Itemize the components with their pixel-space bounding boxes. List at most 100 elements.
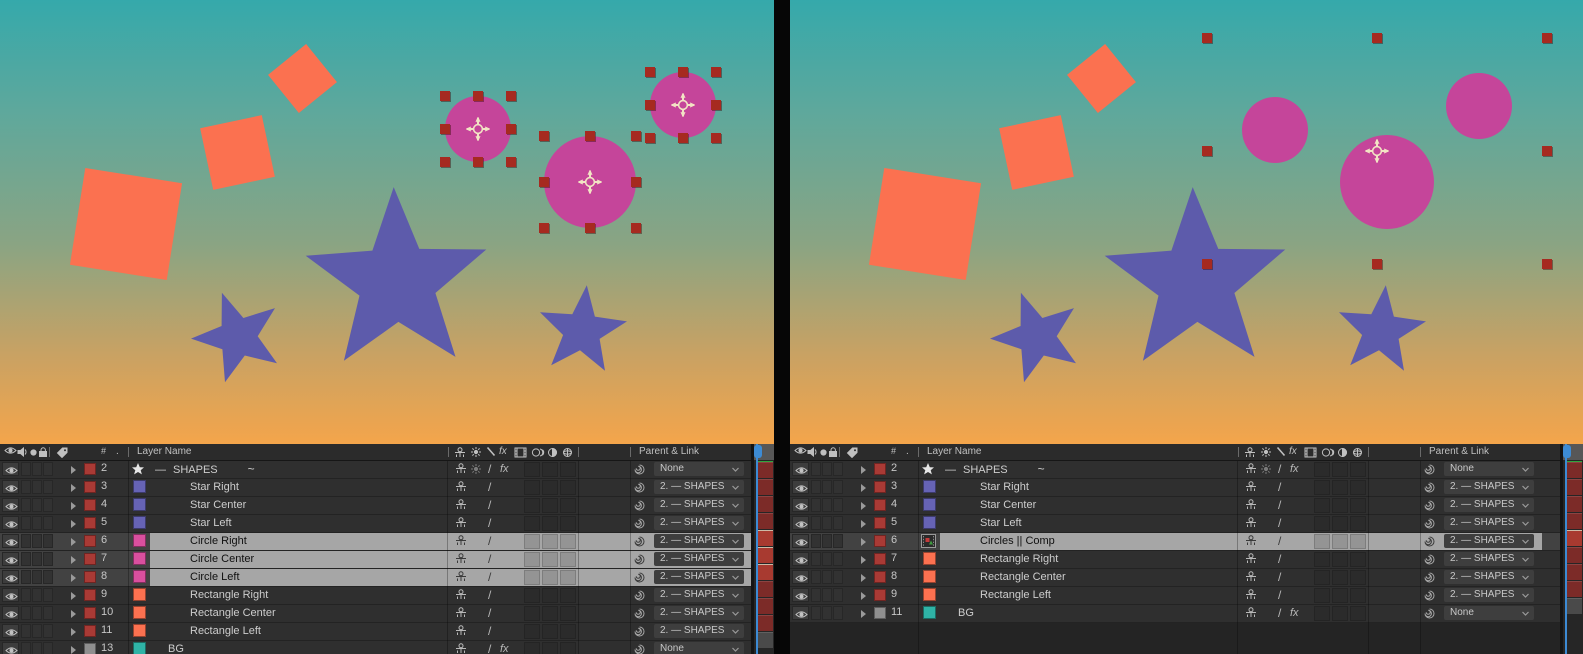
twirl-arrow[interactable] bbox=[861, 538, 866, 546]
audio-toggle-cell[interactable] bbox=[811, 498, 821, 512]
frame-blend-cell[interactable] bbox=[524, 570, 540, 585]
visibility-eye-toggle[interactable] bbox=[792, 552, 809, 566]
layer-label-swatch[interactable] bbox=[874, 607, 886, 619]
quality-switch[interactable]: / bbox=[1278, 570, 1282, 584]
star-shape[interactable] bbox=[1104, 187, 1286, 361]
layer-label-swatch[interactable] bbox=[84, 481, 96, 493]
parent-link-dropdown[interactable]: None bbox=[654, 642, 744, 654]
layer-name[interactable]: Circles || Comp bbox=[980, 535, 1055, 547]
layer-row[interactable]: 4 Star Center / 2. — SHAPES bbox=[790, 497, 1583, 515]
layer-name[interactable]: Rectangle Left bbox=[190, 625, 261, 637]
shy-switch[interactable] bbox=[454, 571, 468, 582]
twirl-arrow[interactable] bbox=[71, 556, 76, 564]
layer-duration-bar[interactable] bbox=[757, 564, 773, 580]
threed-cell[interactable] bbox=[1350, 498, 1366, 513]
visibility-eye-toggle[interactable] bbox=[2, 552, 19, 566]
threed-cell[interactable] bbox=[560, 570, 576, 585]
shy-switch[interactable] bbox=[1244, 463, 1258, 474]
visibility-eye-toggle[interactable] bbox=[792, 534, 809, 548]
motion-blur-cell[interactable] bbox=[1332, 552, 1348, 567]
pickwhip-icon-wrap[interactable] bbox=[1423, 553, 1436, 566]
parent-link-dropdown[interactable]: 2. — SHAPES bbox=[1444, 570, 1534, 584]
lock-toggle-cell[interactable] bbox=[43, 606, 53, 620]
selection-handle[interactable] bbox=[1202, 33, 1212, 43]
shy-switch[interactable] bbox=[1244, 481, 1258, 492]
lock-toggle-cell[interactable] bbox=[833, 534, 843, 548]
pickwhip-icon[interactable] bbox=[1423, 517, 1436, 530]
selection-handle[interactable] bbox=[1372, 259, 1382, 269]
pickwhip-icon[interactable] bbox=[633, 571, 646, 584]
layer-color-chip[interactable] bbox=[923, 588, 936, 601]
layer-duration-bar[interactable] bbox=[757, 496, 773, 512]
visibility-eye-toggle[interactable] bbox=[792, 462, 809, 476]
audio-toggle-cell[interactable] bbox=[21, 534, 31, 548]
solo-toggle-cell[interactable] bbox=[32, 462, 42, 476]
layer-label-swatch[interactable] bbox=[84, 463, 96, 475]
pickwhip-icon[interactable] bbox=[1423, 535, 1436, 548]
pickwhip-icon-wrap[interactable] bbox=[633, 643, 646, 654]
motion-blur-cell[interactable] bbox=[1332, 462, 1348, 477]
selection-handle[interactable] bbox=[631, 223, 641, 233]
solo-toggle-cell[interactable] bbox=[32, 606, 42, 620]
solo-toggle-cell[interactable] bbox=[822, 462, 832, 476]
layer-name[interactable]: Star Left bbox=[190, 517, 232, 529]
solo-toggle-cell[interactable] bbox=[32, 552, 42, 566]
layer-name[interactable]: Rectangle Right bbox=[980, 553, 1059, 565]
shy-switch[interactable] bbox=[454, 643, 468, 654]
lock-toggle-cell[interactable] bbox=[43, 462, 53, 476]
layer-duration-bar[interactable] bbox=[757, 615, 773, 631]
current-time-indicator[interactable] bbox=[1565, 444, 1567, 654]
shy-switch[interactable] bbox=[1244, 517, 1258, 528]
pickwhip-icon-wrap[interactable] bbox=[633, 517, 646, 530]
layer-label-swatch[interactable] bbox=[874, 535, 886, 547]
selection-handle[interactable] bbox=[585, 131, 595, 141]
audio-toggle-cell[interactable] bbox=[21, 624, 31, 638]
audio-toggle-cell[interactable] bbox=[21, 588, 31, 602]
selection-handle[interactable] bbox=[645, 133, 655, 143]
rectangle-shape[interactable] bbox=[267, 43, 337, 113]
selection-handle[interactable] bbox=[440, 124, 450, 134]
twirl-arrow[interactable] bbox=[861, 556, 866, 564]
layer-duration-bar[interactable] bbox=[757, 530, 773, 546]
layer-row[interactable]: 3 Star Right / 2. — SHAPES bbox=[0, 479, 774, 497]
layer-color-chip[interactable] bbox=[133, 624, 146, 637]
frame-blend-cell[interactable] bbox=[1314, 462, 1330, 477]
quality-switch[interactable]: / bbox=[1278, 462, 1282, 476]
pickwhip-icon-wrap[interactable] bbox=[633, 589, 646, 602]
layer-row[interactable]: 4 Star Center / 2. — SHAPES bbox=[0, 497, 774, 515]
solo-toggle-cell[interactable] bbox=[822, 570, 832, 584]
number-column-header[interactable]: # bbox=[101, 446, 107, 456]
layer-name[interactable]: Star Right bbox=[190, 481, 239, 493]
solo-toggle-cell[interactable] bbox=[32, 480, 42, 494]
pickwhip-icon[interactable] bbox=[1423, 463, 1436, 476]
twirl-arrow[interactable] bbox=[861, 520, 866, 528]
pickwhip-icon[interactable] bbox=[633, 643, 646, 654]
parent-link-dropdown[interactable]: 2. — SHAPES bbox=[1444, 552, 1534, 566]
shy-switch[interactable] bbox=[1244, 607, 1258, 618]
selection-handle[interactable] bbox=[631, 131, 641, 141]
threed-cell[interactable] bbox=[1350, 588, 1366, 603]
layer-duration-bar[interactable] bbox=[1566, 598, 1582, 614]
pickwhip-icon[interactable] bbox=[1423, 607, 1436, 620]
pickwhip-icon-wrap[interactable] bbox=[633, 553, 646, 566]
visibility-eye-toggle[interactable] bbox=[2, 624, 19, 638]
layer-row[interactable]: 10 Rectangle Center / 2. — SHAPES bbox=[0, 605, 774, 623]
anchor-point[interactable] bbox=[577, 169, 603, 195]
solo-toggle-cell[interactable] bbox=[822, 588, 832, 602]
layer-duration-bar[interactable] bbox=[757, 513, 773, 529]
parent-link-dropdown[interactable]: 2. — SHAPES bbox=[654, 606, 744, 620]
parent-link-dropdown[interactable]: None bbox=[1444, 606, 1534, 620]
pickwhip-icon[interactable] bbox=[1423, 481, 1436, 494]
quality-switch[interactable]: / bbox=[488, 480, 492, 494]
circle-shape[interactable] bbox=[650, 72, 716, 138]
rectangle-shape[interactable] bbox=[199, 114, 275, 190]
layer-name-column-header[interactable]: Layer Name bbox=[137, 446, 192, 457]
threed-cell[interactable] bbox=[1350, 480, 1366, 495]
selection-handle[interactable] bbox=[711, 67, 721, 77]
layer-row[interactable]: 5 Star Left / 2. — SHAPES bbox=[790, 515, 1583, 533]
solo-toggle-cell[interactable] bbox=[32, 624, 42, 638]
selection-handle[interactable] bbox=[711, 100, 721, 110]
selection-handle[interactable] bbox=[1542, 146, 1552, 156]
frame-blend-cell[interactable] bbox=[1314, 552, 1330, 567]
layer-label-swatch[interactable] bbox=[84, 499, 96, 511]
